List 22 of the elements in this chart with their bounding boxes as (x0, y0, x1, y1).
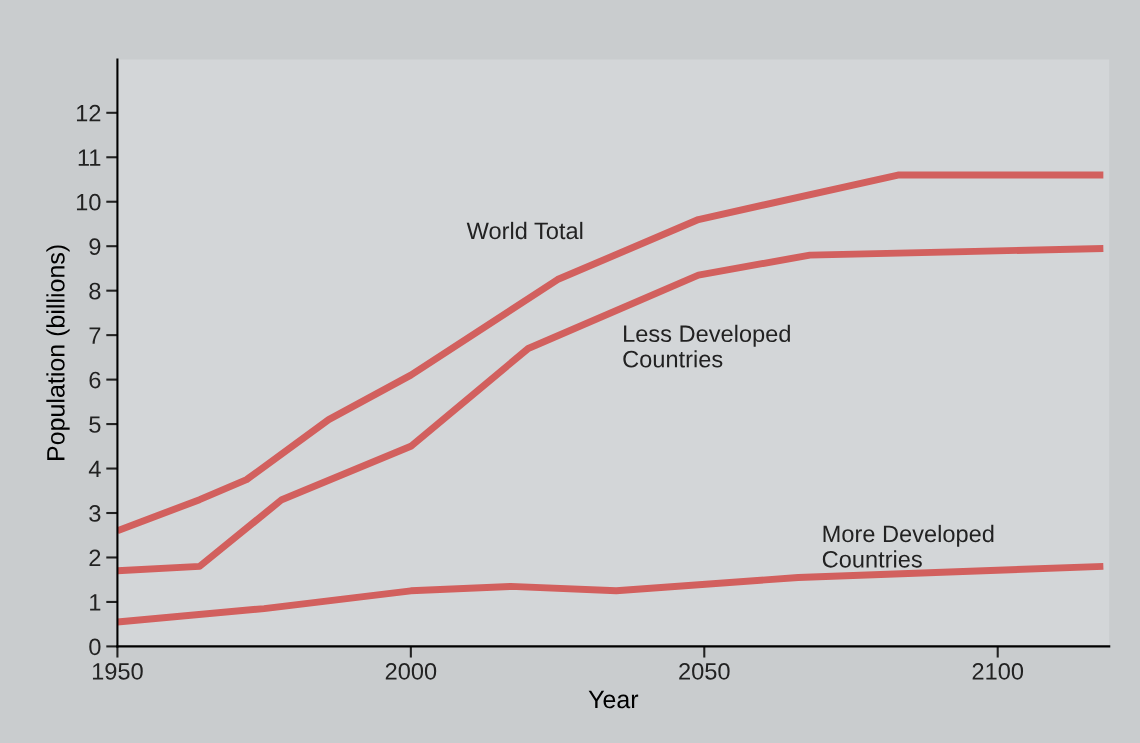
x-tick-label: 1950 (92, 663, 143, 680)
series-label: Less Developed Countries (623, 324, 790, 368)
y-tick-label: 9 (89, 238, 101, 255)
y-tick-label: 3 (89, 505, 101, 522)
x-tick-label: 2000 (385, 663, 437, 680)
y-tick-label: 6 (89, 371, 101, 389)
y-tick-label: 12 (76, 104, 101, 122)
y-tick-label: 1 (90, 594, 101, 611)
y-tick-label: 11 (78, 149, 101, 166)
series-label: More Developed Countries (822, 524, 994, 568)
x-tick-label: 2100 (972, 663, 1024, 680)
y-tick-label: 10 (76, 193, 101, 211)
x-axis-title: Year (588, 690, 639, 709)
x-tick-label: 2050 (679, 663, 730, 680)
y-axis-title: Population (billions) (46, 245, 70, 460)
y-tick-label: 8 (89, 282, 101, 300)
y-tick-label: 5 (89, 416, 101, 433)
y-tick-label: 7 (89, 327, 101, 344)
series-label: World Total (466, 221, 583, 240)
y-tick-label: 0 (89, 638, 101, 656)
y-tick-label: 4 (88, 460, 101, 478)
y-tick-label: 2 (89, 549, 101, 567)
